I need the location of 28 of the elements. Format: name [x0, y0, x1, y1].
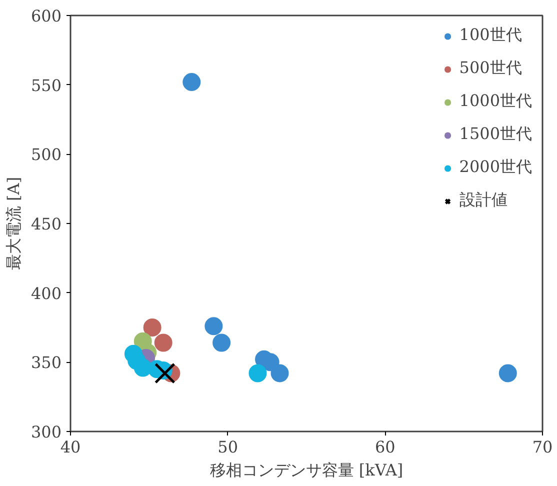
legend-label: 1500世代	[459, 124, 532, 145]
y-axis-title: 最大電流 [A]	[4, 176, 23, 270]
y-tick-label: 300	[30, 422, 62, 442]
y-tick-label: 500	[30, 145, 62, 164]
x-tick-label: 40	[60, 438, 81, 456]
point	[212, 334, 231, 352]
legend-label: 1000世代	[459, 91, 532, 112]
point	[182, 73, 201, 92]
legend-label: 500世代	[459, 58, 522, 79]
point	[154, 334, 172, 352]
point	[143, 318, 162, 336]
y-tick-label: 400	[30, 284, 62, 303]
x-axis-title: 移相コンデンサ容量 [kVA]	[210, 460, 404, 480]
legend-label: 100世代	[459, 25, 522, 46]
y-tick-label: 450	[30, 214, 62, 234]
point	[154, 362, 176, 384]
legend-label: 設計値	[459, 190, 508, 211]
y-tick-label: 550	[30, 76, 62, 95]
point	[204, 317, 223, 336]
x-tick-label: 70	[532, 438, 553, 456]
y-tick-label: 350	[30, 353, 62, 372]
point	[248, 364, 267, 382]
point	[270, 364, 289, 382]
point	[498, 364, 517, 382]
x-tick-label: 50	[218, 438, 238, 456]
y-tick-label: 600	[30, 6, 62, 26]
legend-label: 2000世代	[459, 157, 532, 178]
x-tick-label: 60	[374, 438, 396, 456]
